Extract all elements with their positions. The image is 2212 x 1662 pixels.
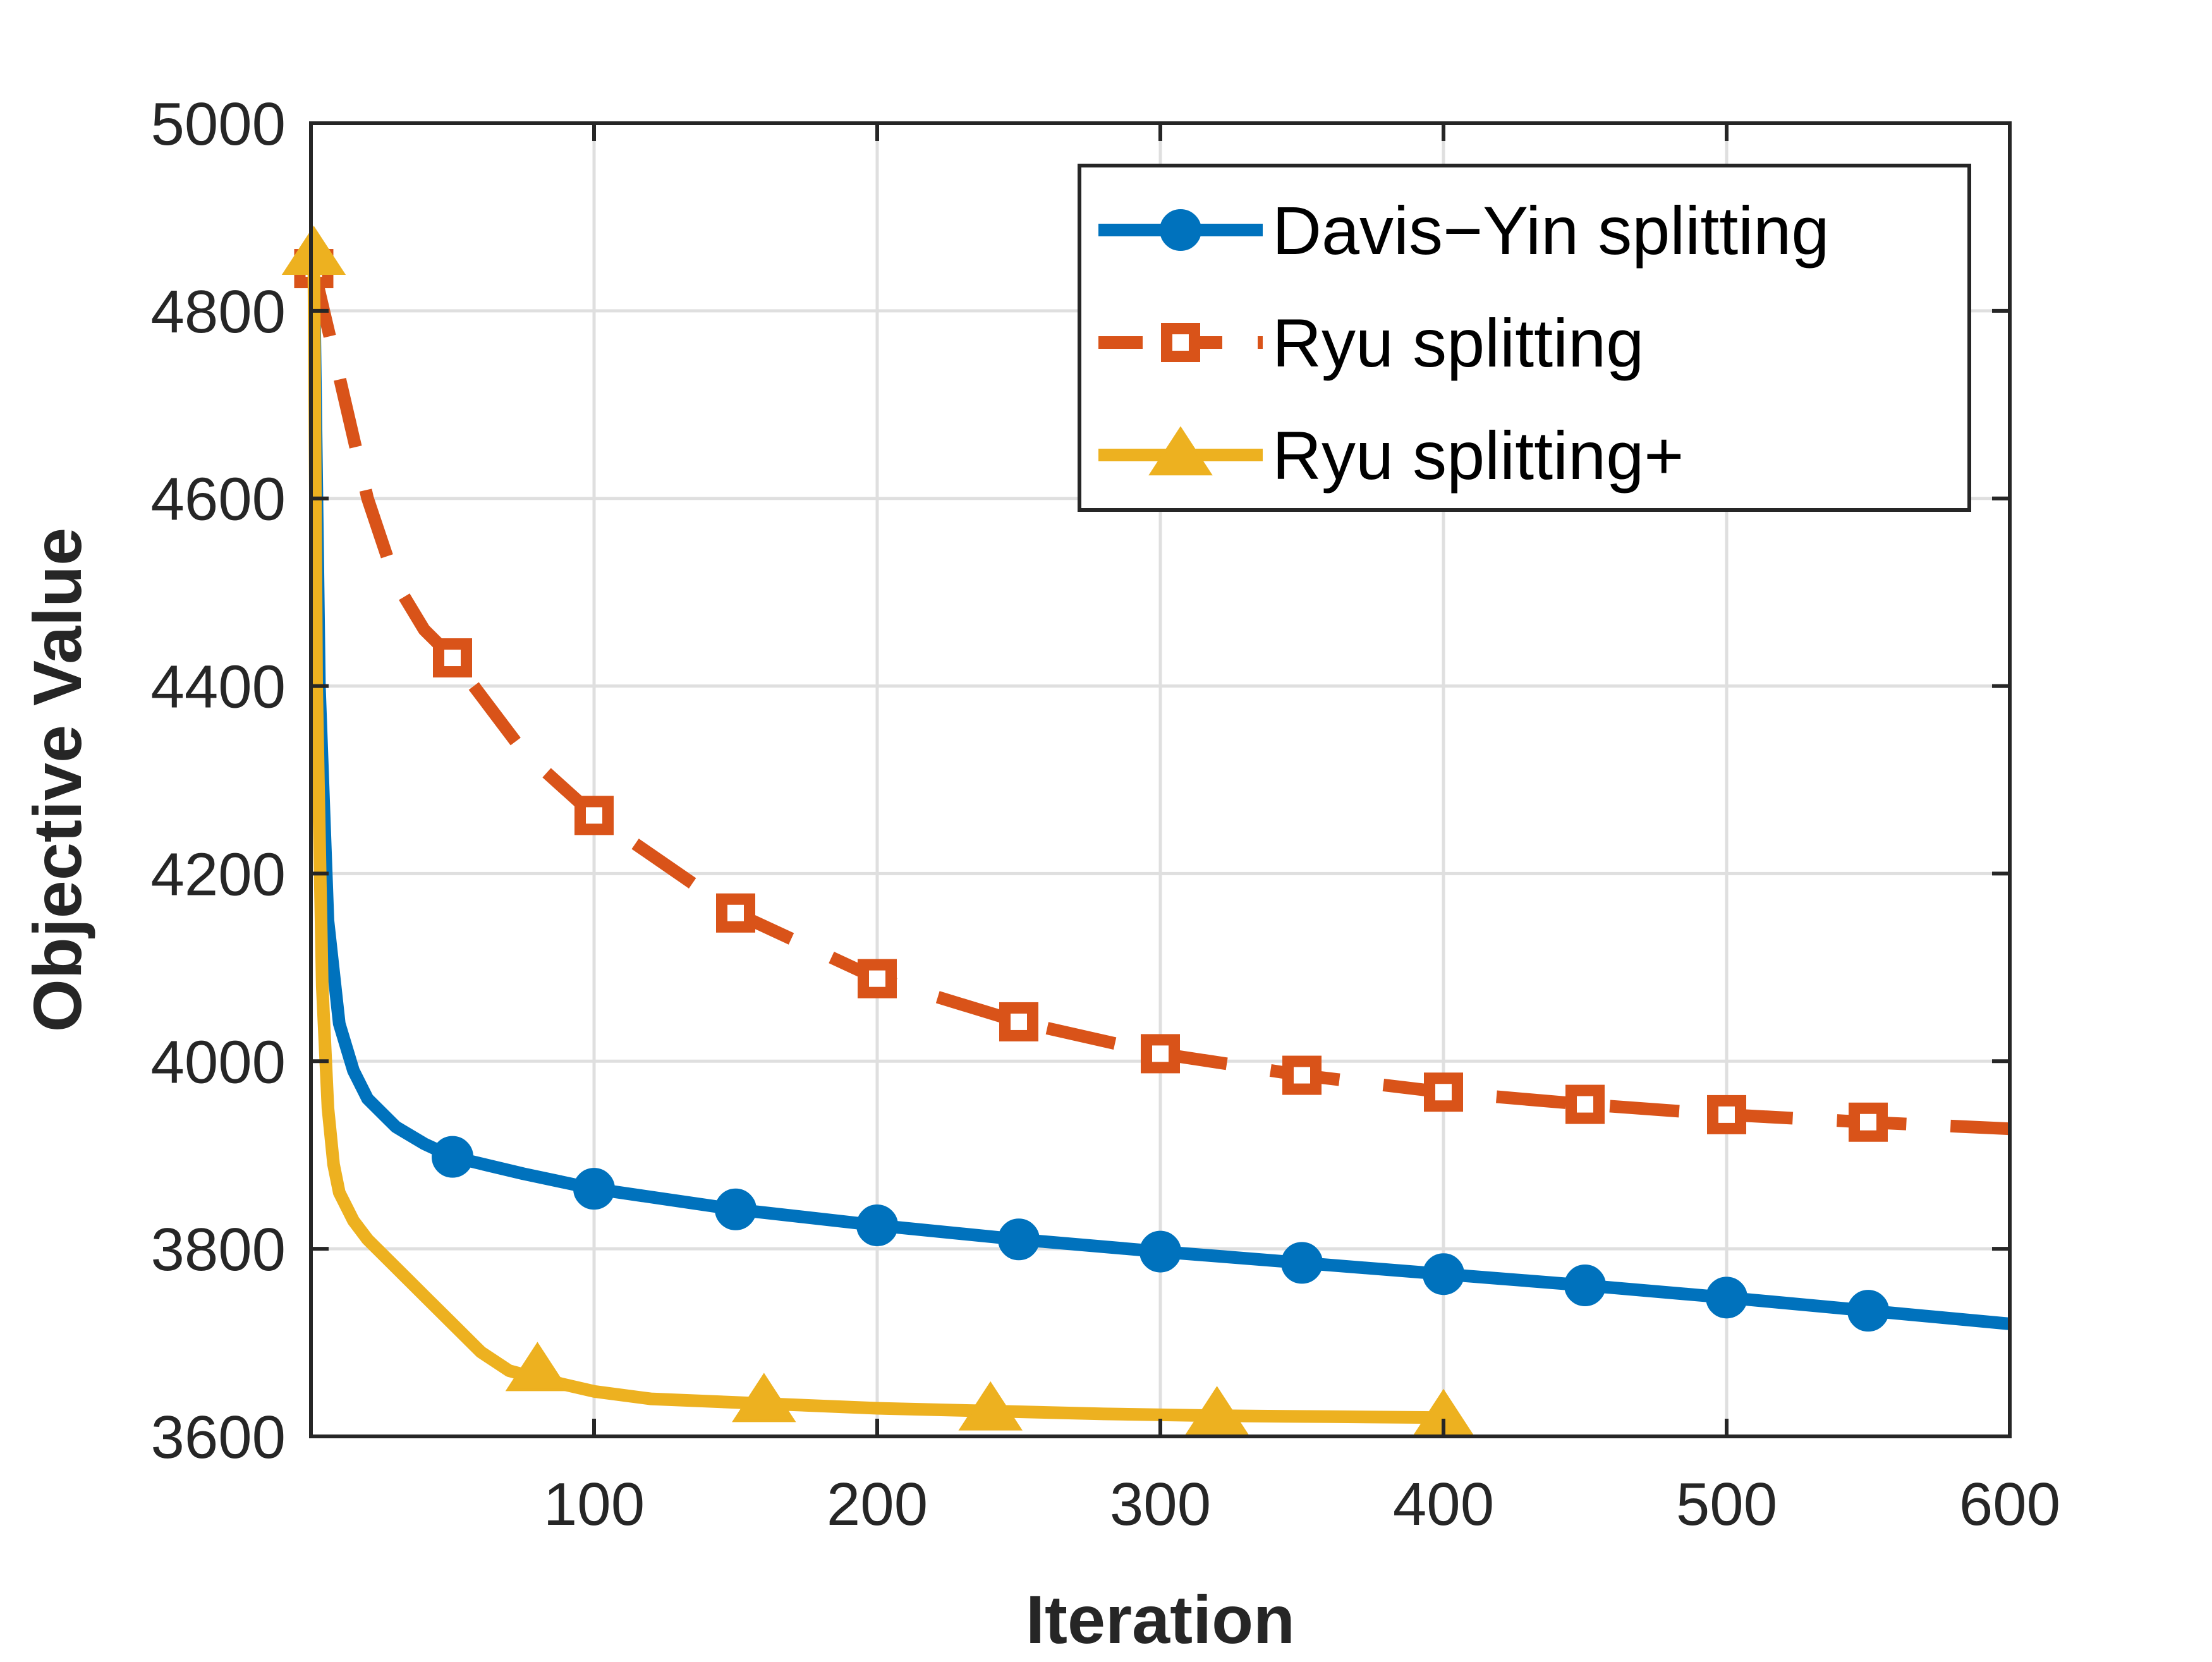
data-point-marker <box>999 1002 1038 1041</box>
data-point-marker <box>958 1381 1023 1431</box>
data-point-marker <box>1424 1072 1463 1112</box>
data-point-marker <box>1281 1242 1323 1284</box>
x-tick-label: 200 <box>827 1471 928 1538</box>
data-point-marker <box>1139 1230 1181 1273</box>
data-point-marker <box>505 1342 570 1392</box>
y-tick-label: 4800 <box>150 278 286 346</box>
data-point-marker <box>432 1136 473 1178</box>
y-tick-label: 4200 <box>150 840 286 908</box>
x-tick-label: 400 <box>1393 1471 1494 1538</box>
x-tick-label: 300 <box>1110 1471 1211 1538</box>
data-point-marker <box>715 1188 757 1230</box>
x-axis-title: Iteration <box>1026 1581 1295 1658</box>
data-point-marker <box>1161 323 1200 362</box>
data-point-marker <box>858 959 897 998</box>
data-point-marker <box>1184 1386 1249 1436</box>
data-point-marker <box>1565 1084 1605 1124</box>
data-point-marker <box>433 638 472 678</box>
y-tick-label: 4600 <box>150 466 286 533</box>
legend-item: Davis−Yin splitting <box>1098 192 1829 269</box>
series-layer <box>281 226 2010 1438</box>
data-point-marker <box>1148 426 1213 476</box>
y-tick-label: 3600 <box>150 1404 286 1471</box>
data-point-marker <box>1160 209 1201 251</box>
data-point-marker <box>998 1218 1040 1261</box>
x-tick-label: 600 <box>1959 1471 2060 1538</box>
series-line <box>307 254 1444 1424</box>
legend-item: Ryu splitting+ <box>1098 417 1684 494</box>
legend: Davis−Yin splitting Ryu splitting Ryu spli… <box>1078 164 1971 512</box>
y-tick-label: 3800 <box>150 1216 286 1283</box>
series-3 <box>281 226 1476 1438</box>
legend-item: Ryu splitting <box>1098 305 1644 381</box>
x-tick-label: 100 <box>544 1471 645 1538</box>
legend-label: Davis−Yin splitting <box>1272 192 1829 269</box>
data-point-marker <box>1282 1055 1322 1095</box>
data-point-marker <box>281 226 346 276</box>
data-point-marker <box>573 1168 615 1210</box>
data-point-marker <box>1423 1253 1464 1295</box>
x-tick-label: 500 <box>1676 1471 1777 1538</box>
axes: 100 200 300 400 500 600 3600 3800 4000 4200 4400 46… <box>150 90 2060 1538</box>
data-point-marker <box>1849 1102 1888 1142</box>
data-point-marker <box>716 893 755 933</box>
data-point-marker <box>1564 1265 1606 1307</box>
legend-label: Ryu splitting <box>1272 305 1644 381</box>
data-point-marker <box>1141 1034 1180 1074</box>
y-tick-label: 5000 <box>150 90 286 158</box>
data-point-marker <box>732 1373 796 1422</box>
data-point-marker <box>1706 1277 1747 1319</box>
y-tick-label: 4000 <box>150 1028 286 1096</box>
data-point-marker <box>574 796 614 835</box>
y-axis-title: Objective Value <box>19 528 95 1032</box>
data-point-marker <box>1847 1290 1889 1332</box>
legend-label: Ryu splitting+ <box>1272 417 1684 494</box>
data-point-marker <box>856 1204 898 1247</box>
data-point-marker <box>1707 1095 1746 1134</box>
y-tick-label: 4400 <box>150 653 286 721</box>
